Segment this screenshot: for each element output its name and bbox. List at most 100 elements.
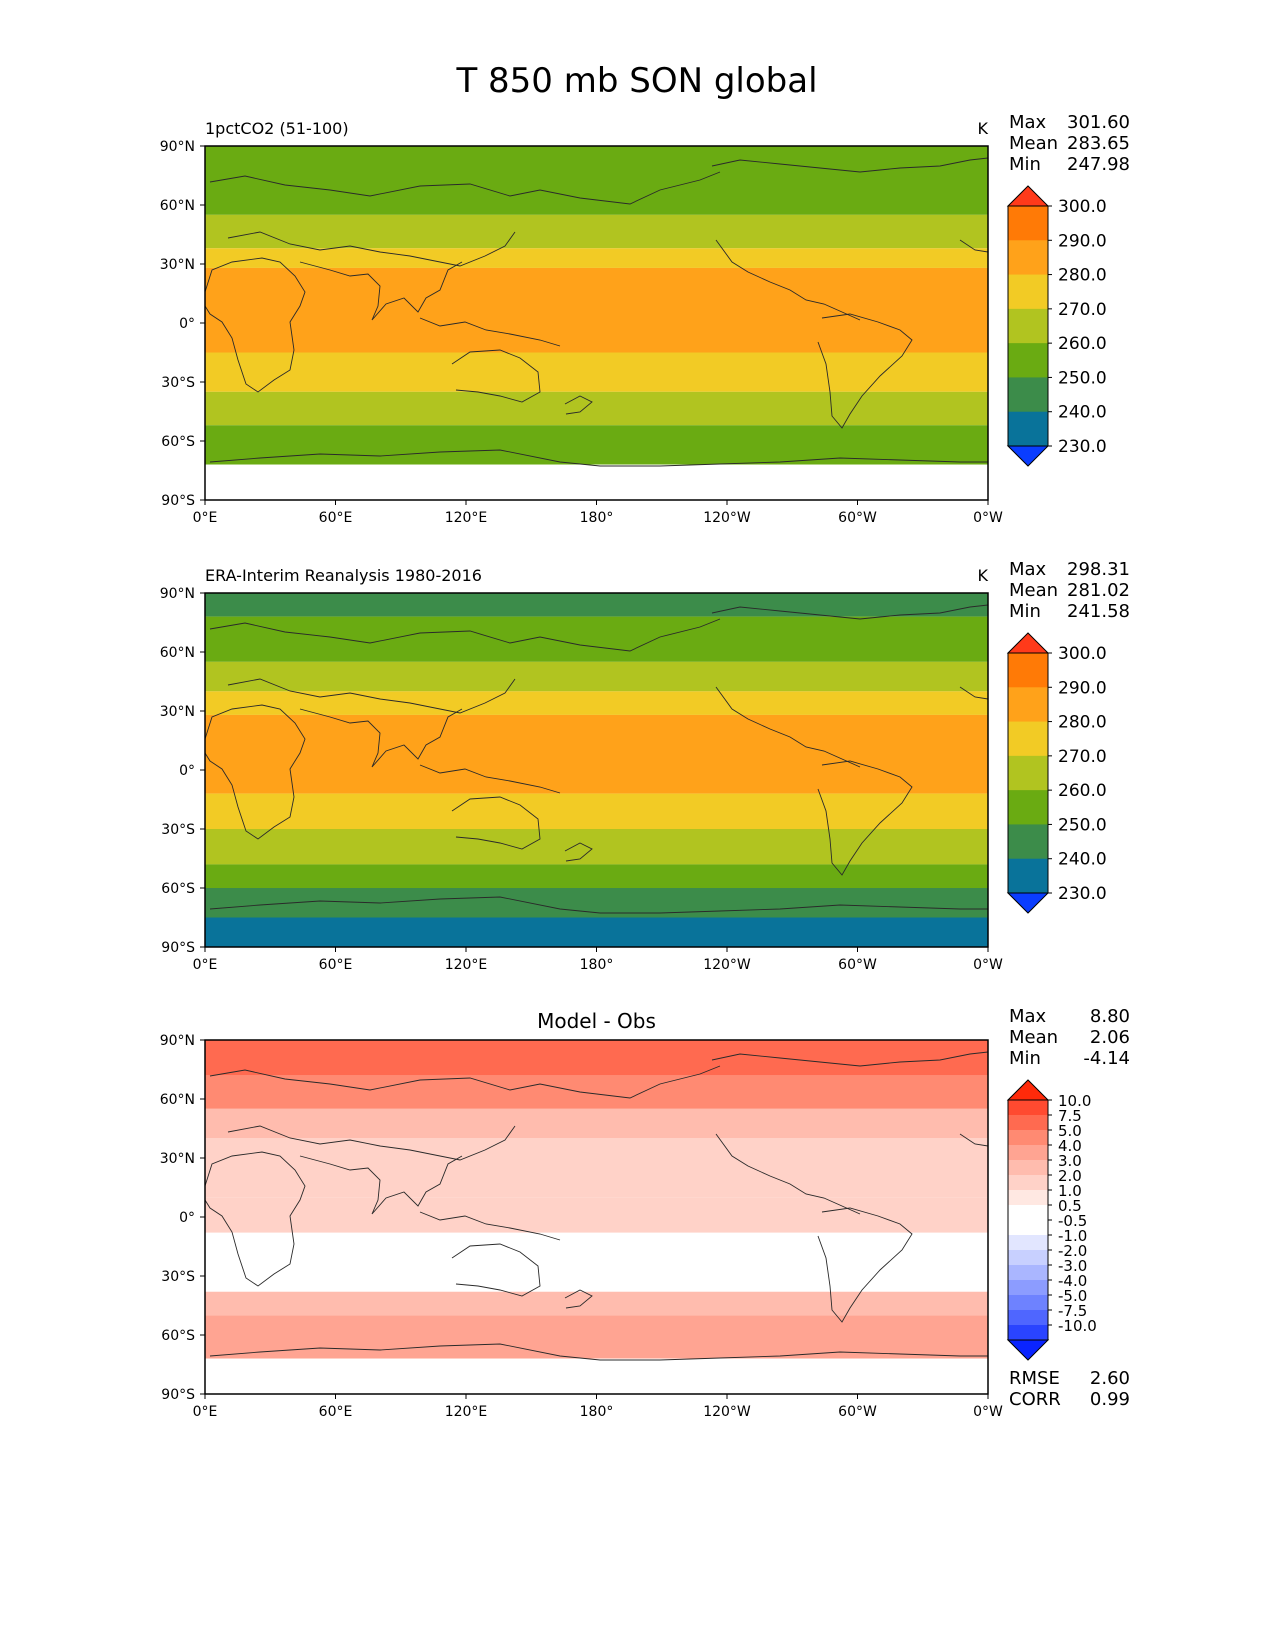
colorbar-swatch [1008, 240, 1048, 276]
x-tick-label: 60°W [838, 957, 877, 973]
metric-label: CORR [1009, 1389, 1061, 1410]
coastline [564, 842, 593, 862]
coastlines [204, 157, 989, 467]
colorbar-tick-label: 290.0 [1058, 231, 1107, 251]
colorbar-swatch [1008, 1205, 1048, 1221]
x-tick-label: 60°E [319, 510, 353, 526]
colorbar-outline [1007, 205, 1049, 447]
colorbar-tick-label: 260.0 [1058, 334, 1107, 354]
colorbar-swatch [1008, 1220, 1048, 1236]
colorbar-swatch [1008, 1250, 1048, 1266]
stat-value: 241.58 [1067, 601, 1130, 622]
x-tick-label: 120°E [445, 1404, 488, 1420]
colorbar-swatch [1008, 824, 1048, 860]
coastline [299, 708, 463, 768]
coastline [209, 171, 721, 205]
coastline [209, 449, 988, 467]
coastline [209, 1343, 988, 1361]
lat-band [205, 175, 988, 215]
coastlines [204, 1051, 989, 1361]
axis-ticks: 0°E 60°E 120°E 180° 120°W 60°W 0°W 90°N 60°N 30°N… [160, 139, 1003, 526]
colorbar-tick-label: -7.5 [1058, 1302, 1087, 1320]
lat-band [205, 1232, 988, 1292]
stat-label: Min [1009, 154, 1041, 175]
metric-value: 0.99 [1090, 1389, 1130, 1410]
y-tick-label: 90°N [160, 1033, 195, 1049]
units-label: K [978, 566, 989, 585]
lat-band [205, 391, 988, 426]
lat-band [205, 352, 988, 392]
coastline [227, 1125, 516, 1161]
panel-obs: ERA-Interim Reanalysis 1980-2016 K 0°E 60… [160, 559, 1130, 973]
y-tick-label: 30°S [161, 1269, 195, 1285]
colorbar-tick-label: 280.0 [1058, 713, 1107, 733]
map-fill [205, 146, 988, 500]
colorbar-swatch [1008, 1115, 1048, 1131]
colorbar-swatch [1008, 1190, 1048, 1206]
colorbar-swatch [1008, 755, 1048, 791]
coastline [227, 231, 516, 267]
lat-band [205, 1138, 988, 1198]
metric-value: 2.60 [1090, 1368, 1130, 1389]
lat-band [205, 1358, 988, 1394]
x-tick-label: 0°E [193, 957, 218, 973]
stat-value: 247.98 [1067, 154, 1130, 175]
colorbar-tick-label: 280.0 [1058, 266, 1107, 286]
colorbar: 10.07.55.04.03.02.01.00.5-0.5-1.0-2.0-3.… [1006, 1079, 1097, 1361]
lat-band [205, 464, 988, 500]
lat-band [205, 267, 988, 353]
coastline [209, 1065, 721, 1099]
x-tick-label: 60°E [319, 957, 353, 973]
coastline [715, 686, 861, 768]
panel-title: ERA-Interim Reanalysis 1980-2016 [205, 566, 482, 585]
y-tick-label: 60°S [161, 434, 195, 450]
colorbar-tick-label: 3.0 [1058, 1152, 1082, 1170]
lat-band [205, 1040, 988, 1076]
x-tick-label: 180° [580, 510, 614, 526]
colorbar-tick-label: 300.0 [1058, 197, 1107, 217]
axis-ticks: 0°E 60°E 120°E 180° 120°W 60°W 0°W 90°N 60°N 30°N… [160, 1033, 1003, 1420]
coastline [817, 313, 913, 429]
colorbar-tick-label: -2.0 [1058, 1242, 1087, 1260]
colorbar-tick-label: 250.0 [1058, 815, 1107, 835]
y-tick-label: 90°S [161, 1387, 195, 1403]
y-tick-label: 30°N [160, 1151, 195, 1167]
colorbar-tick-label: -10.0 [1058, 1317, 1097, 1335]
lat-band [205, 1197, 988, 1233]
lat-band [205, 793, 988, 829]
stat-value: 298.31 [1067, 559, 1130, 580]
colorbar-swatch [1008, 206, 1048, 241]
colorbar-swatch [1008, 1325, 1048, 1341]
lat-band [205, 661, 988, 692]
y-tick-label: 0° [179, 316, 195, 332]
stat-label: Min [1009, 601, 1041, 622]
y-tick-label: 60°N [160, 1092, 195, 1108]
lat-band [205, 1315, 988, 1359]
panel-model: 1pctCO2 (51-100) K 0°E 60°E 120°E 180° 120°W… [160, 112, 1130, 526]
stats-box: Max 298.31 Mean 281.02 Min 241.58 [1009, 559, 1130, 622]
colorbar-swatch [1008, 343, 1048, 378]
colorbar-swatch [1008, 721, 1048, 757]
x-tick-label: 60°W [838, 1404, 877, 1420]
colorbar-swatch [1008, 1145, 1048, 1161]
colorbar-tick-label: 240.0 [1058, 403, 1107, 423]
x-tick-label: 180° [580, 957, 614, 973]
colorbar-tick-label: 300.0 [1058, 644, 1107, 664]
y-tick-label: 30°N [160, 704, 195, 720]
colorbar-tick-label: -0.5 [1058, 1212, 1087, 1230]
colorbar-extend-max [1006, 185, 1050, 207]
colorbar-swatch [1008, 653, 1048, 688]
stat-value: -4.14 [1083, 1048, 1130, 1069]
x-tick-label: 60°W [838, 510, 877, 526]
x-tick-label: 0°E [193, 510, 218, 526]
colorbar-swatch [1008, 858, 1048, 894]
coastline [711, 1051, 989, 1067]
x-tick-label: 0°W [973, 510, 1003, 526]
colorbar-tick-label: 5.0 [1058, 1122, 1082, 1140]
colorbar-tick-label: 10.0 [1058, 1092, 1091, 1110]
lat-band [205, 248, 988, 268]
y-tick-label: 90°N [160, 586, 195, 602]
coastline [959, 1133, 989, 1147]
colorbar-tick-label: 290.0 [1058, 678, 1107, 698]
colorbar-swatch [1008, 274, 1048, 310]
